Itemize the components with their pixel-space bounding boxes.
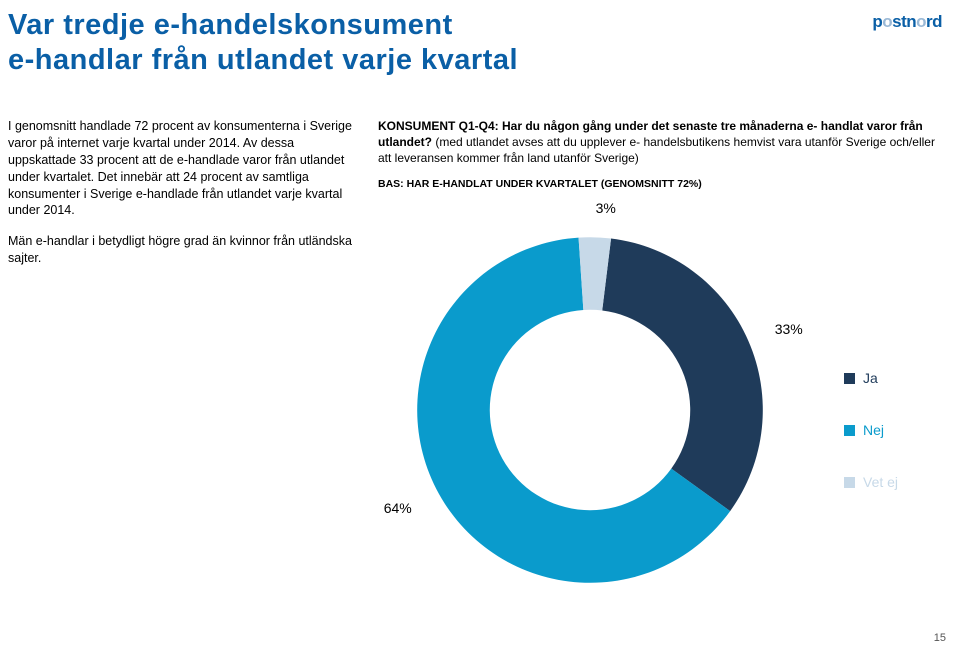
donut-label: 3%: [596, 200, 616, 216]
donut-label: 33%: [775, 321, 803, 337]
legend-item: Ja: [844, 370, 898, 386]
chart-legend: Ja Nej Vet ej: [844, 370, 898, 526]
left-paragraph: I genomsnitt handlade 72 procent av kons…: [8, 118, 353, 219]
postnord-logo: postnord: [872, 12, 942, 32]
question-block: KONSUMENT Q1-Q4: Har du någon gång under…: [378, 118, 940, 191]
page-number: 15: [934, 632, 946, 644]
donut-chart: 33%64%3%: [410, 230, 770, 590]
left-body-text: I genomsnitt handlade 72 procent av kons…: [8, 118, 353, 267]
legend-swatch: [844, 425, 855, 436]
left-paragraph: Män e-handlar i betydligt högre grad än …: [8, 233, 353, 267]
donut-svg: [410, 230, 770, 590]
legend-label: Nej: [863, 422, 884, 438]
legend-item: Vet ej: [844, 474, 898, 490]
base-line: BAS: HAR E-HANDLAT UNDER KVARTALET (GENO…: [378, 177, 940, 191]
question-rest: (med utlandet avses att du upplever e- h…: [378, 135, 935, 165]
legend-item: Nej: [844, 422, 898, 438]
legend-label: Ja: [863, 370, 878, 386]
donut-slice-ja: [602, 238, 763, 511]
page-title: Var tredje e-handelskonsumente-handlar f…: [8, 8, 608, 78]
legend-swatch: [844, 477, 855, 488]
legend-label: Vet ej: [863, 474, 898, 490]
legend-swatch: [844, 373, 855, 384]
donut-label: 64%: [384, 500, 412, 516]
